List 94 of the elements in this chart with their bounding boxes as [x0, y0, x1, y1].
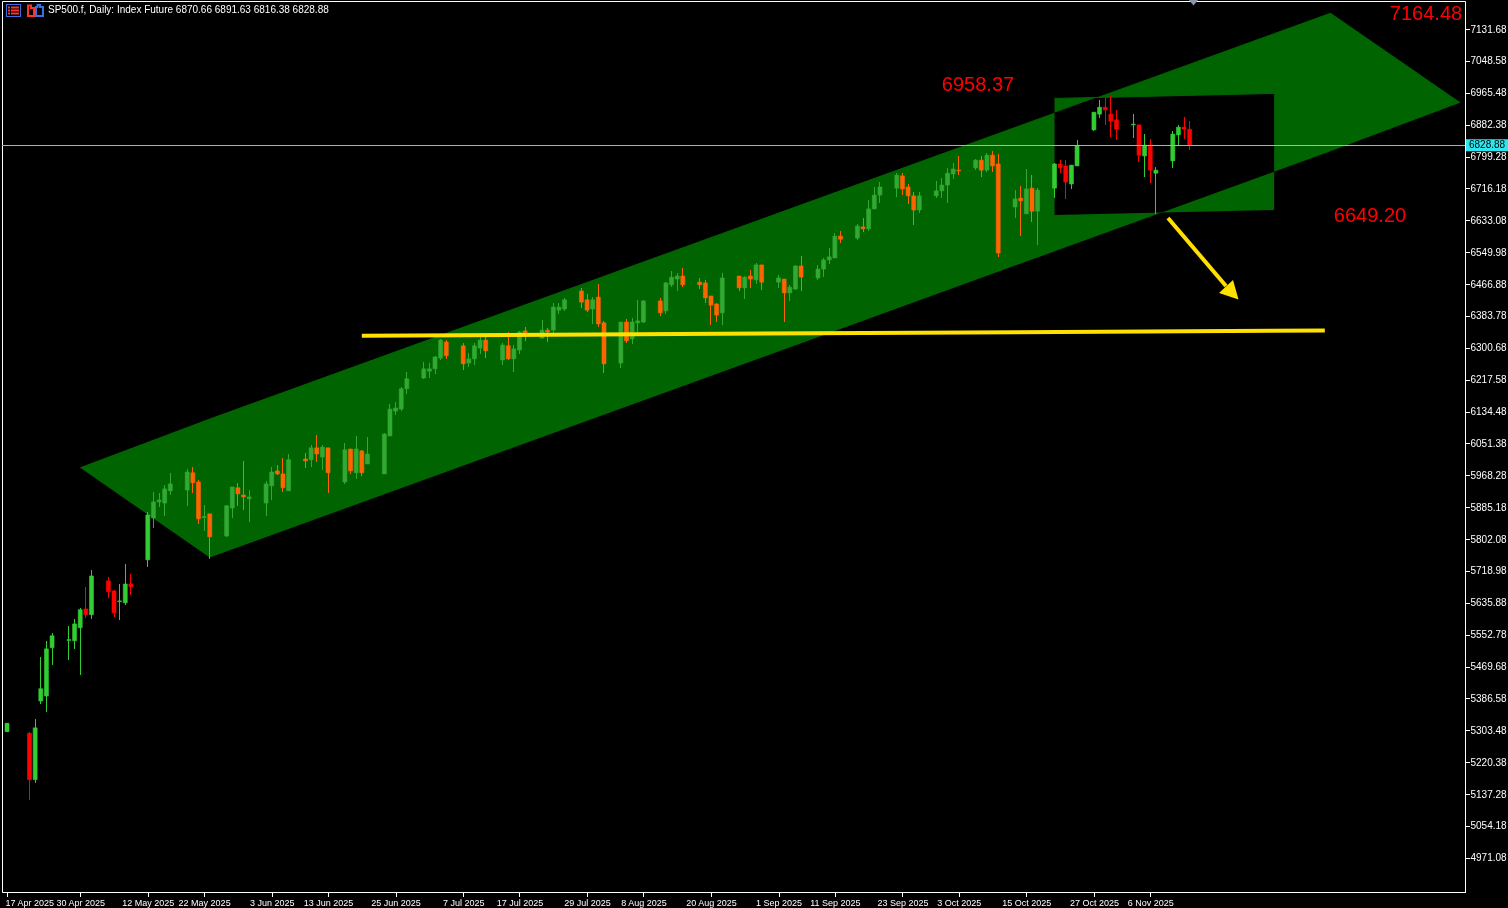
candlestick: [1142, 133, 1147, 178]
candlestick: [1018, 185, 1024, 237]
candlestick: [184, 468, 190, 507]
x-tick-label: 8 Aug 2025: [621, 897, 667, 908]
annotation: 6649.20: [1333, 204, 1407, 226]
candlestick: [320, 444, 325, 471]
x-tick-label: 1 Sep 2025: [756, 897, 803, 908]
y-tick-label: 6965.48: [1470, 87, 1508, 99]
candlestick: [443, 339, 449, 360]
annotation: 6958.37: [941, 73, 1015, 95]
x-tick-label: 13 Jun 2025: [303, 897, 354, 908]
x-tick-label: 20 Aug 2025: [686, 897, 737, 908]
x-tick-label: 6 Nov 2025: [1127, 897, 1174, 908]
candlestick: [1029, 174, 1035, 223]
candlestick: [1153, 166, 1159, 215]
y-tick-label: 6300.68: [1470, 342, 1508, 354]
candlestick: [680, 267, 686, 288]
x-tick-label: 27 Oct 2025: [1069, 897, 1119, 908]
y-tick-label: 6466.88: [1470, 278, 1508, 290]
y-tick-label: 4971.08: [1470, 852, 1508, 864]
candlestick: [798, 255, 804, 292]
candlestick: [308, 444, 314, 468]
x-tick-label: 3 Jun 2025: [249, 897, 295, 908]
y-tick-label: 5137.28: [1470, 788, 1508, 800]
y-tick-label: 6383.78: [1470, 310, 1508, 322]
x-tick-label: 23 Sep 2025: [877, 897, 929, 908]
y-tick-label: 6549.98: [1470, 246, 1508, 258]
y-tick-label: 5469.68: [1470, 661, 1508, 673]
x-tick-label: 7 Jul 2025: [442, 897, 485, 908]
y-tick-label: 5802.08: [1470, 533, 1508, 545]
y-tick-label: 6799.28: [1470, 151, 1508, 163]
x-tick-label: 30 Apr 2025: [56, 897, 105, 908]
y-tick-label: 7048.58: [1470, 55, 1508, 67]
candlestick: [590, 296, 596, 325]
x-tick-label: 17 Jul 2025: [496, 897, 544, 908]
candlestick: [748, 269, 753, 289]
candlestick: [83, 586, 89, 619]
y-tick-label: 5054.18: [1470, 820, 1508, 832]
candlestick: [128, 573, 134, 596]
candlestick: [246, 489, 252, 523]
x-tick-label: 15 Oct 2025: [1002, 897, 1052, 908]
candlestick: [1035, 187, 1040, 246]
candlestick: [742, 275, 748, 300]
candlestick: [956, 155, 962, 176]
y-tick-label: 5552.78: [1470, 629, 1508, 641]
x-tick-label: 12 May 2025: [122, 897, 175, 908]
y-tick-label: 6134.48: [1470, 406, 1508, 418]
y-tick-label: 5635.88: [1470, 597, 1508, 609]
x-tick-label: 17 Apr 2025: [5, 897, 55, 908]
candlestick: [314, 434, 320, 463]
x-tick-label: 25 Jun 2025: [371, 897, 421, 908]
y-tick-label: 6217.58: [1470, 374, 1508, 386]
candlestick: [1102, 97, 1108, 126]
candlestick: [348, 448, 353, 475]
candlestick: [353, 435, 359, 480]
candlestick: [49, 632, 55, 666]
x-tick-label: 22 May 2025: [178, 897, 231, 908]
candlestick: [984, 152, 990, 173]
candlestick: [500, 342, 505, 366]
y-tick-label: 5885.18: [1470, 501, 1508, 513]
y-tick-label: 6051.38: [1470, 437, 1508, 449]
x-tick-label: 11 Sep 2025: [810, 897, 861, 908]
x-tick-label: 3 Oct 2025: [937, 897, 982, 908]
candlestick: [522, 326, 528, 342]
candlestick: [201, 504, 207, 532]
y-tick-label: 5968.28: [1470, 469, 1508, 481]
candlestick: [483, 336, 488, 359]
y-tick-label: 5386.58: [1470, 692, 1508, 704]
candlestick: [359, 449, 365, 477]
candlestick: [1131, 113, 1136, 139]
annotation: 7164.48: [1389, 2, 1463, 24]
y-tick-label: 6882.38: [1470, 119, 1508, 131]
candlestick: [781, 278, 787, 323]
chart-title: SP500.f, Daily: Index Future 6870.66 6891.63 6816.38 6828.88: [48, 4, 330, 15]
y-tick-label: 5718.98: [1470, 565, 1508, 577]
candlestick: [460, 342, 466, 371]
candlestick: [979, 155, 984, 178]
candlestick: [365, 436, 370, 465]
candlestick: [917, 191, 922, 214]
y-tick-label: 6716.18: [1470, 182, 1508, 194]
y-tick-label: 6633.08: [1470, 214, 1508, 226]
x-tick-label: 29 Jul 2025: [564, 897, 611, 908]
candlestick: [759, 264, 764, 291]
candlestick: [207, 513, 213, 560]
y-tick-label: 5303.48: [1470, 724, 1508, 736]
y-tick-label: 5220.38: [1470, 756, 1508, 768]
candlestick: [753, 262, 759, 285]
y-tick-label: 7131.68: [1470, 23, 1508, 35]
candlestick: [657, 297, 663, 317]
candlestick: [894, 172, 900, 198]
candlestick: [1012, 189, 1018, 219]
ref-line-label: 6828.88: [1469, 139, 1506, 151]
candlestick: [505, 331, 511, 361]
candlestick: [860, 217, 866, 233]
